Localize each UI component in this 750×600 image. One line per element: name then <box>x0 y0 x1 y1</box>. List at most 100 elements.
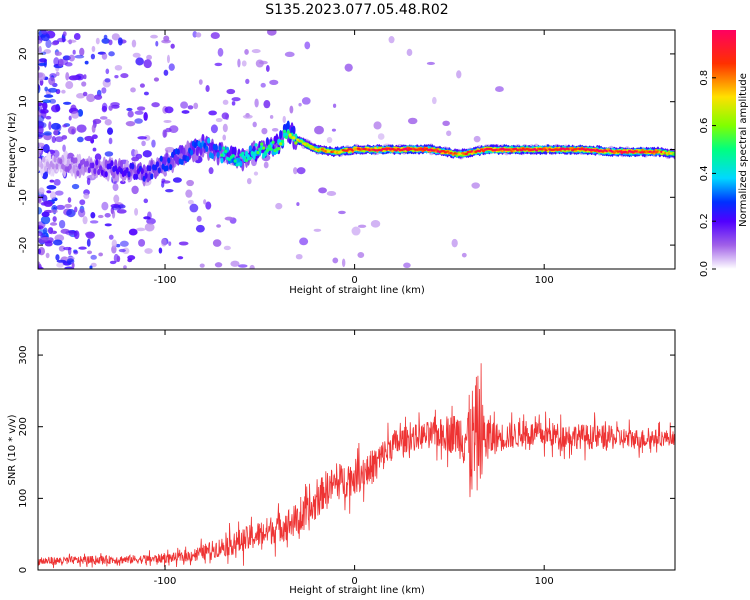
noise-blob <box>53 179 61 186</box>
noise-blob <box>119 240 129 247</box>
noise-blob <box>52 149 60 159</box>
noise-blob <box>275 202 283 210</box>
ridge-core <box>248 156 252 160</box>
noise-blob <box>208 110 217 116</box>
noise-blob <box>38 231 43 237</box>
ridge-core <box>231 154 235 158</box>
noise-blob <box>64 266 75 269</box>
y-tick-label: 0 <box>18 567 29 573</box>
spectrogram-y-ticks: -20 -10 0 10 20 <box>18 48 675 253</box>
snr-frame <box>37 329 676 571</box>
noise-blob <box>135 57 144 66</box>
noise-blob <box>253 171 259 176</box>
ridge-core <box>256 150 260 155</box>
noise-blob <box>81 81 87 87</box>
noise-blob <box>242 114 253 119</box>
y-tick-label: 300 <box>18 346 29 365</box>
ridge-core <box>284 135 288 139</box>
noise-blob <box>255 59 264 68</box>
noise-blob <box>47 227 54 235</box>
noise-blob <box>165 127 172 133</box>
noise-blob <box>83 74 87 80</box>
noise-blob <box>223 245 231 251</box>
noise-blob <box>246 177 252 185</box>
noise-blob <box>49 191 57 200</box>
noise-blob <box>237 264 248 268</box>
noise-blob <box>163 119 172 123</box>
noise-blob <box>67 39 77 43</box>
noise-blob <box>177 256 184 260</box>
noise-blob <box>251 49 261 54</box>
noise-blob <box>45 115 52 120</box>
noise-blob <box>98 252 103 257</box>
noise-blob <box>63 246 72 251</box>
noise-blob <box>168 63 175 71</box>
noise-blob <box>168 241 172 246</box>
ridge-core <box>144 172 148 179</box>
noise-blob <box>38 266 44 269</box>
x-tick-label: 100 <box>535 275 554 286</box>
noise-blob <box>74 206 78 213</box>
noise-blob <box>71 128 75 135</box>
noise-blob <box>187 105 194 110</box>
noise-blob <box>196 215 202 222</box>
noise-blob <box>245 78 250 84</box>
noise-blob <box>54 136 64 143</box>
noise-blob <box>161 181 165 188</box>
noise-blob <box>111 33 120 41</box>
ridge-core <box>186 156 190 163</box>
y-tick-label: 10 <box>18 95 29 108</box>
noise-blob <box>52 239 63 246</box>
y-tick-label: 200 <box>18 417 29 436</box>
ridge-core <box>224 149 228 153</box>
noise-blob <box>55 71 60 77</box>
noise-blob <box>104 151 114 157</box>
noise-blob <box>187 199 194 205</box>
noise-blob <box>252 121 257 128</box>
noise-blob <box>134 110 144 115</box>
ridge-core <box>42 156 46 163</box>
noise-blob <box>241 60 247 67</box>
noise-blob <box>104 223 112 227</box>
noise-blob <box>84 60 89 65</box>
noise-blob <box>38 206 43 215</box>
noise-blob <box>432 96 437 105</box>
noise-blob <box>313 228 322 232</box>
noise-blob <box>107 127 114 135</box>
noise-blob <box>43 200 53 207</box>
noise-blob <box>224 216 234 221</box>
noise-blob <box>221 112 229 120</box>
noise-blob <box>164 106 174 114</box>
noise-blob <box>101 102 108 112</box>
ridge-core <box>180 158 184 166</box>
noise-blob <box>210 124 218 134</box>
noise-blob <box>63 150 69 160</box>
ridge-core <box>237 148 241 158</box>
noise-blob <box>326 190 337 196</box>
noise-blob <box>114 64 123 71</box>
noise-blob <box>377 133 385 140</box>
ridge-core <box>260 142 264 146</box>
noise-blob <box>38 187 45 195</box>
colorbar-gradient <box>712 30 736 269</box>
ridge-core <box>265 148 269 152</box>
noise-blob <box>370 219 381 228</box>
noise-blob <box>205 85 210 92</box>
ridge-core <box>227 157 232 161</box>
noise-blob <box>155 40 159 47</box>
noise-blob <box>131 39 137 48</box>
snr-panel: -100 0 100 0 100 200 300 Height of straight l… <box>7 329 676 596</box>
colorbar-tick-label: 0.6 <box>699 118 710 134</box>
noise-blob <box>43 94 54 98</box>
noise-blob <box>161 238 167 247</box>
noise-blob <box>79 47 85 56</box>
ridge-core <box>265 137 269 147</box>
x-tick-label: 100 <box>535 576 554 587</box>
noise-blob <box>214 62 223 67</box>
noise-blob <box>39 58 47 63</box>
noise-blob <box>53 129 59 136</box>
noise-blob <box>38 125 44 134</box>
ridge-core <box>87 167 91 174</box>
noise-blob <box>203 199 207 205</box>
ridge-core <box>277 146 281 151</box>
